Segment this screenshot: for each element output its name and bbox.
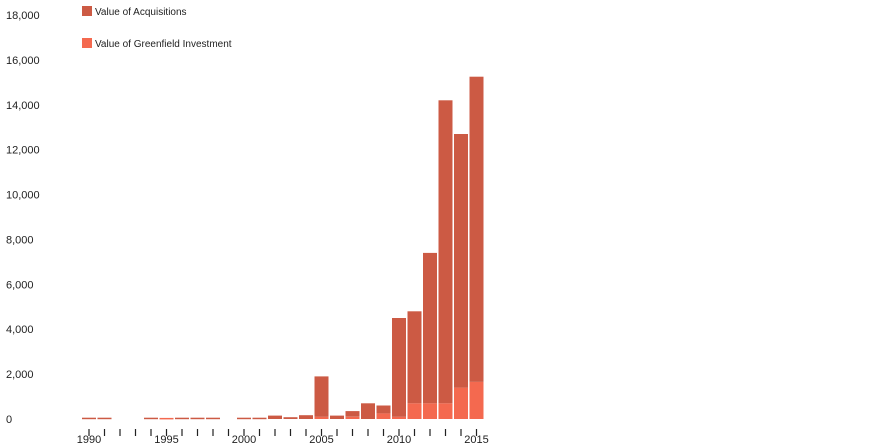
x-tick-label: 1990: [77, 434, 101, 446]
bar-acquisitions: [97, 417, 112, 420]
bar-acquisitions: [237, 417, 251, 420]
x-tick-label: 2010: [387, 434, 411, 446]
bar-acquisitions: [299, 415, 313, 419]
bar-greenfield: [469, 382, 484, 419]
legend-label: Value of Acquisitions: [95, 7, 187, 18]
y-tick-label: 6,000: [6, 279, 34, 291]
bar-acquisitions: [407, 311, 422, 404]
bar-acquisitions: [283, 417, 298, 419]
y-tick-label: 16,000: [6, 55, 40, 67]
y-tick-label: 10,000: [6, 190, 40, 202]
bar-greenfield: [376, 413, 391, 419]
bar-acquisitions: [454, 134, 468, 388]
bar-acquisitions: [361, 403, 375, 419]
bar-acquisitions: [190, 417, 205, 420]
bar-greenfield: [159, 417, 174, 420]
bar-greenfield: [314, 416, 329, 419]
bar-acquisitions: [206, 417, 220, 420]
y-tick-label: 8,000: [6, 234, 34, 246]
x-tick-label: 2015: [464, 434, 488, 446]
bar-greenfield: [345, 416, 360, 419]
bar-greenfield: [407, 403, 422, 419]
x-tick-label: 2005: [309, 434, 333, 446]
legend-swatch: [82, 38, 92, 48]
y-tick-label: 18,000: [6, 10, 40, 22]
legend-label: Value of Greenfield Investment: [95, 39, 232, 50]
bar-acquisitions: [469, 76, 484, 382]
legend-swatch: [82, 6, 92, 16]
bar-acquisitions: [144, 417, 158, 420]
bar-greenfield: [423, 403, 437, 419]
y-axis: 0 2,000 4,000 6,000 8,000 10,000 12,000 14,000 1…: [6, 10, 40, 426]
bar-acquisitions: [175, 417, 189, 420]
bar-acquisitions: [345, 411, 360, 417]
bars: [82, 76, 484, 420]
bar-acquisitions: [438, 100, 453, 404]
y-tick-label: 12,000: [6, 145, 40, 157]
bar-acquisitions: [376, 405, 391, 414]
bar-greenfield: [438, 403, 453, 419]
x-axis: 1990 1995 2000 2005 2010 2015: [77, 429, 489, 446]
bar-acquisitions: [314, 376, 329, 417]
bar-acquisitions: [252, 417, 267, 420]
bar-acquisitions: [392, 318, 406, 417]
bar-acquisitions: [330, 415, 344, 419]
bar-acquisitions: [82, 417, 96, 420]
x-tick-label: 2000: [232, 434, 256, 446]
y-tick-label: 2,000: [6, 369, 34, 381]
bar-acquisitions: [268, 415, 282, 419]
legend: Value of Acquisitions Value of Greenfield…: [82, 6, 232, 50]
bar-acquisitions: [423, 252, 437, 404]
bar-greenfield: [392, 416, 406, 419]
bar-greenfield: [454, 387, 468, 419]
y-tick-label: 4,000: [6, 324, 34, 336]
x-tick-label: 1995: [154, 434, 178, 446]
y-tick-label: 0: [6, 414, 12, 426]
y-tick-label: 14,000: [6, 100, 40, 112]
